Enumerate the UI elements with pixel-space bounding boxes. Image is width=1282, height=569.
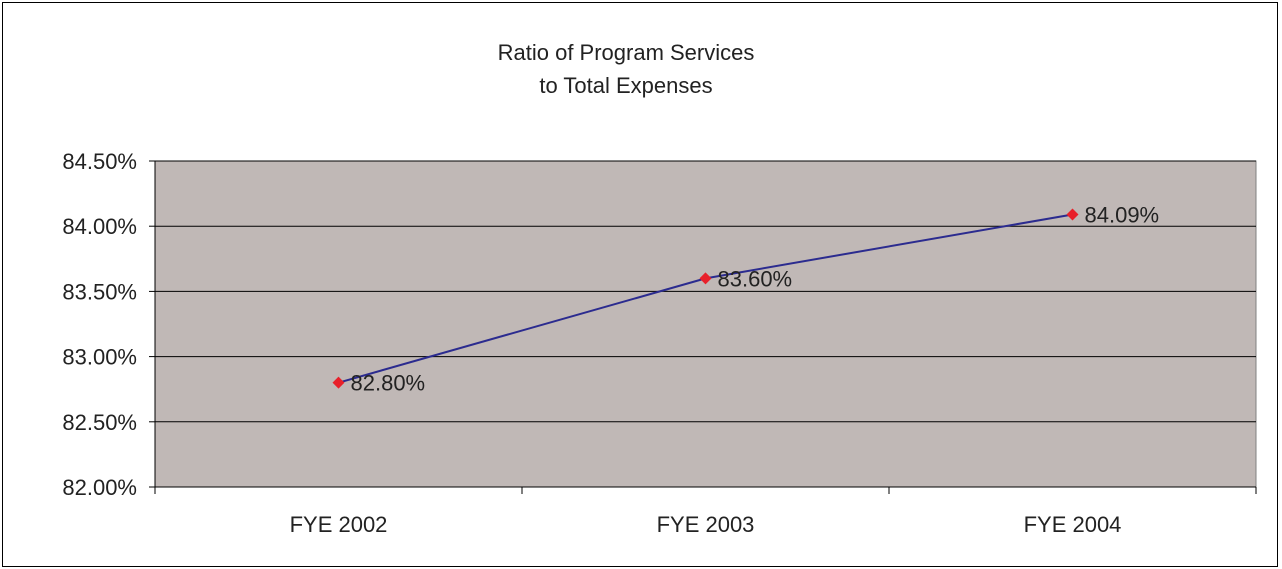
chart-title-line-2: to Total Expenses: [539, 73, 712, 98]
data-point-marker: [1066, 208, 1079, 221]
x-tick-label: FYE 2002: [290, 512, 388, 537]
x-tick-label: FYE 2003: [657, 512, 755, 537]
series-line-segment: [705, 213, 1073, 280]
series-line-segment: [338, 277, 706, 384]
y-tick-label: 82.50%: [62, 410, 137, 435]
line-chart: Ratio of Program Services to Total Expen…: [62, 40, 1257, 537]
data-label: 82.80%: [351, 371, 426, 396]
y-tick-label: 84.00%: [62, 214, 137, 239]
x-tick-label: FYE 2004: [1024, 512, 1122, 537]
data-point-marker: [699, 272, 712, 285]
y-tick-label: 83.50%: [62, 279, 137, 304]
data-label: 84.09%: [1085, 202, 1160, 227]
plot-area: 82.00% 82.50% 83.00% 83.50% 84.00% 84.50% FYE …: [62, 149, 1257, 537]
data-point-marker: [332, 376, 345, 389]
chart-title-line-1: Ratio of Program Services: [498, 40, 755, 65]
y-tick-label: 83.00%: [62, 345, 137, 370]
y-tick-label: 84.50%: [62, 149, 137, 174]
y-tick-label: 82.00%: [62, 475, 137, 500]
data-label: 83.60%: [718, 266, 793, 291]
